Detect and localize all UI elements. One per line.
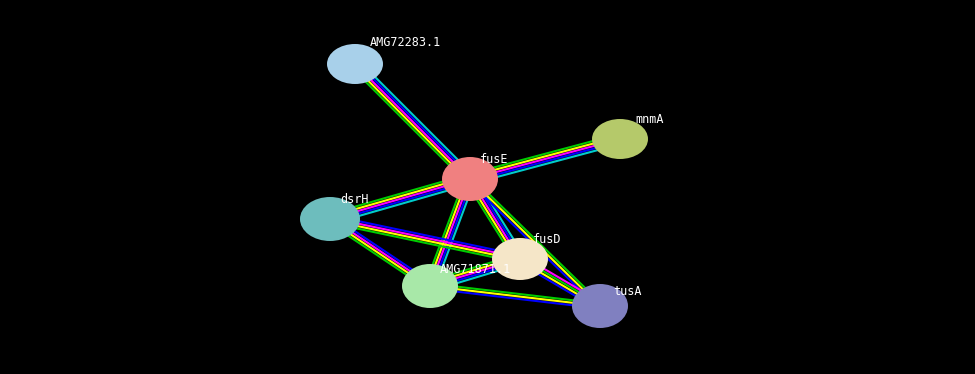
Text: fusD: fusD (533, 233, 562, 246)
Ellipse shape (442, 157, 498, 201)
Ellipse shape (492, 238, 548, 280)
Ellipse shape (572, 284, 628, 328)
Text: AMG72283.1: AMG72283.1 (370, 36, 442, 49)
Ellipse shape (327, 44, 383, 84)
Ellipse shape (300, 197, 360, 241)
Text: mnmA: mnmA (635, 113, 664, 126)
Ellipse shape (592, 119, 648, 159)
Text: tusA: tusA (613, 285, 642, 298)
Text: AMG71871.1: AMG71871.1 (440, 263, 511, 276)
Ellipse shape (402, 264, 458, 308)
Text: fusE: fusE (480, 153, 509, 166)
Text: dsrH: dsrH (340, 193, 369, 206)
